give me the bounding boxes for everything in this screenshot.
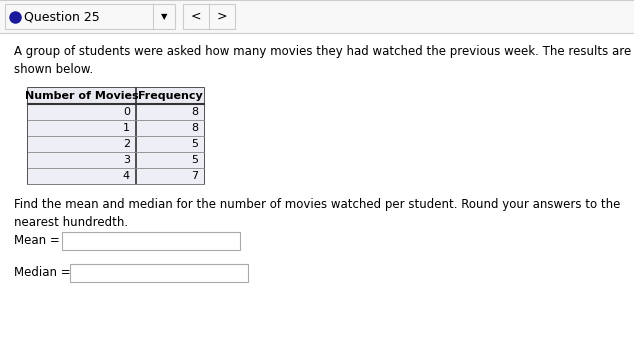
FancyBboxPatch shape <box>28 120 204 136</box>
FancyBboxPatch shape <box>28 168 204 184</box>
Text: 5: 5 <box>191 155 198 165</box>
FancyBboxPatch shape <box>28 88 204 104</box>
Text: 8: 8 <box>191 107 198 117</box>
Text: 1: 1 <box>123 123 130 133</box>
FancyBboxPatch shape <box>28 136 204 152</box>
Text: 3: 3 <box>123 155 130 165</box>
Text: 7: 7 <box>191 171 198 181</box>
FancyBboxPatch shape <box>28 152 204 168</box>
Text: Mean =: Mean = <box>14 234 60 247</box>
Text: >: > <box>217 10 227 23</box>
Text: 5: 5 <box>191 139 198 149</box>
FancyBboxPatch shape <box>183 4 235 29</box>
FancyBboxPatch shape <box>70 264 248 282</box>
FancyBboxPatch shape <box>5 4 175 29</box>
FancyBboxPatch shape <box>28 88 204 184</box>
Text: 2: 2 <box>123 139 130 149</box>
Text: <: < <box>191 10 201 23</box>
Text: 8: 8 <box>191 123 198 133</box>
Text: A group of students were asked how many movies they had watched the previous wee: A group of students were asked how many … <box>14 45 631 76</box>
Text: Median =: Median = <box>14 266 70 279</box>
Text: 0: 0 <box>123 107 130 117</box>
FancyBboxPatch shape <box>62 232 240 250</box>
Text: Number of Movies: Number of Movies <box>25 91 139 101</box>
FancyBboxPatch shape <box>28 104 204 120</box>
FancyBboxPatch shape <box>0 0 634 33</box>
Text: Frequency: Frequency <box>138 91 202 101</box>
Text: 4: 4 <box>123 171 130 181</box>
Text: Question 25: Question 25 <box>24 10 100 23</box>
Text: ▼: ▼ <box>161 12 167 21</box>
Text: Find the mean and median for the number of movies watched per student. Round you: Find the mean and median for the number … <box>14 198 621 229</box>
